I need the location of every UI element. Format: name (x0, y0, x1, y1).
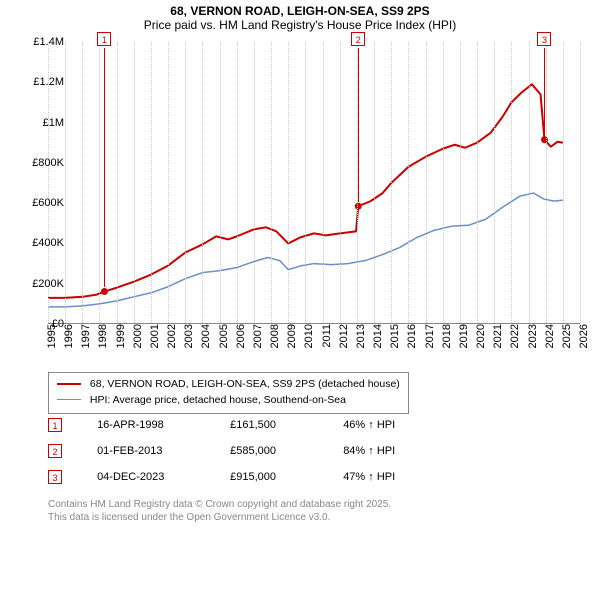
chart-legend: 68, VERNON ROAD, LEIGH-ON-SEA, SS9 2PS (… (48, 372, 409, 414)
legend-swatch-price-paid (57, 383, 81, 385)
transaction-marker-1: 1 (48, 418, 62, 432)
attribution-line2: This data is licensed under the Open Gov… (48, 511, 391, 524)
title-block: 68, VERNON ROAD, LEIGH-ON-SEA, SS9 2PS P… (0, 0, 600, 32)
attribution-line1: Contains HM Land Registry data © Crown c… (48, 498, 391, 511)
chart-marker-1: 1 (97, 32, 111, 46)
y-axis-tick-label: £1.4M (33, 36, 64, 48)
transaction-price: £585,000 (230, 445, 340, 457)
x-axis-tick-label: 1997 (80, 324, 92, 348)
x-axis-tick-label: 2014 (372, 324, 384, 348)
x-axis-tick-label: 2020 (475, 324, 487, 348)
y-axis-tick-label: £1.2M (33, 76, 64, 88)
x-axis-tick-label: 2012 (338, 324, 350, 348)
legend-label-hpi: HPI: Average price, detached house, Sout… (90, 394, 346, 406)
x-axis-tick-label: 2002 (166, 324, 178, 348)
x-axis-tick-label: 2025 (561, 324, 573, 348)
x-axis-tick-label: 2013 (355, 324, 367, 348)
chart-marker-2: 2 (351, 32, 365, 46)
x-axis-tick-label: 2005 (218, 324, 230, 348)
legend-item-hpi: HPI: Average price, detached house, Sout… (57, 393, 400, 409)
transaction-hpi-delta: 46% ↑ HPI (343, 419, 395, 431)
x-axis-tick-label: 2007 (252, 324, 264, 348)
legend-item-price-paid: 68, VERNON ROAD, LEIGH-ON-SEA, SS9 2PS (… (57, 377, 400, 393)
transaction-date: 16-APR-1998 (97, 419, 227, 431)
x-axis-tick-label: 2019 (458, 324, 470, 348)
transaction-date: 01-FEB-2013 (97, 445, 227, 457)
attribution-text: Contains HM Land Registry data © Crown c… (48, 498, 391, 524)
transaction-hpi-delta: 47% ↑ HPI (343, 471, 395, 483)
x-axis-tick-label: 2004 (200, 324, 212, 348)
x-axis-tick-label: 2026 (578, 324, 590, 348)
chart-svg (48, 42, 580, 324)
chart-title-address: 68, VERNON ROAD, LEIGH-ON-SEA, SS9 2PS (0, 4, 600, 18)
x-axis-tick-label: 2000 (132, 324, 144, 348)
x-axis-tick-label: 1996 (63, 324, 75, 348)
x-axis-tick-label: 2003 (183, 324, 195, 348)
x-axis-tick-label: 2009 (286, 324, 298, 348)
x-axis-tick-label: 2017 (424, 324, 436, 348)
x-axis-tick-label: 2018 (441, 324, 453, 348)
transaction-marker-2: 2 (48, 444, 62, 458)
y-axis-tick-label: £200K (32, 278, 64, 290)
x-axis-tick-label: 2006 (235, 324, 247, 348)
x-axis-tick-label: 1999 (115, 324, 127, 348)
y-axis-tick-label: £1M (43, 117, 64, 129)
transaction-row: 1 16-APR-1998 £161,500 46% ↑ HPI (48, 418, 395, 444)
y-axis-tick-label: £800K (32, 157, 64, 169)
x-axis-tick-label: 1998 (97, 324, 109, 348)
transaction-price: £161,500 (230, 419, 340, 431)
x-axis-tick-label: 2016 (406, 324, 418, 348)
legend-swatch-hpi (57, 399, 81, 400)
y-axis-tick-label: £400K (32, 237, 64, 249)
transaction-row: 3 04-DEC-2023 £915,000 47% ↑ HPI (48, 470, 395, 496)
chart-marker-3: 3 (537, 32, 551, 46)
x-axis-tick-label: 2015 (389, 324, 401, 348)
transaction-row: 2 01-FEB-2013 £585,000 84% ↑ HPI (48, 444, 395, 470)
chart-title-subtitle: Price paid vs. HM Land Registry's House … (0, 18, 600, 32)
y-axis-tick-label: £600K (32, 197, 64, 209)
x-axis-tick-label: 2023 (527, 324, 539, 348)
x-axis-tick-label: 2001 (149, 324, 161, 348)
transactions-table: 1 16-APR-1998 £161,500 46% ↑ HPI 2 01-FE… (48, 418, 395, 496)
chart-plot-area: 1995199619971998199920002001200220032004… (48, 42, 580, 324)
transaction-price: £915,000 (230, 471, 340, 483)
x-axis-tick-label: 2024 (544, 324, 556, 348)
x-axis-tick-label: 2011 (321, 324, 333, 348)
x-axis-tick-label: 2010 (303, 324, 315, 348)
legend-label-price-paid: 68, VERNON ROAD, LEIGH-ON-SEA, SS9 2PS (… (90, 378, 400, 390)
chart-container: 68, VERNON ROAD, LEIGH-ON-SEA, SS9 2PS P… (0, 0, 600, 590)
transaction-hpi-delta: 84% ↑ HPI (343, 445, 395, 457)
transaction-marker-3: 3 (48, 470, 62, 484)
transaction-date: 04-DEC-2023 (97, 471, 227, 483)
x-axis-tick-label: 2022 (509, 324, 521, 348)
x-axis-tick-label: 2008 (269, 324, 281, 348)
x-axis-tick-label: 2021 (492, 324, 504, 348)
y-axis-tick-label: £0 (52, 318, 64, 330)
